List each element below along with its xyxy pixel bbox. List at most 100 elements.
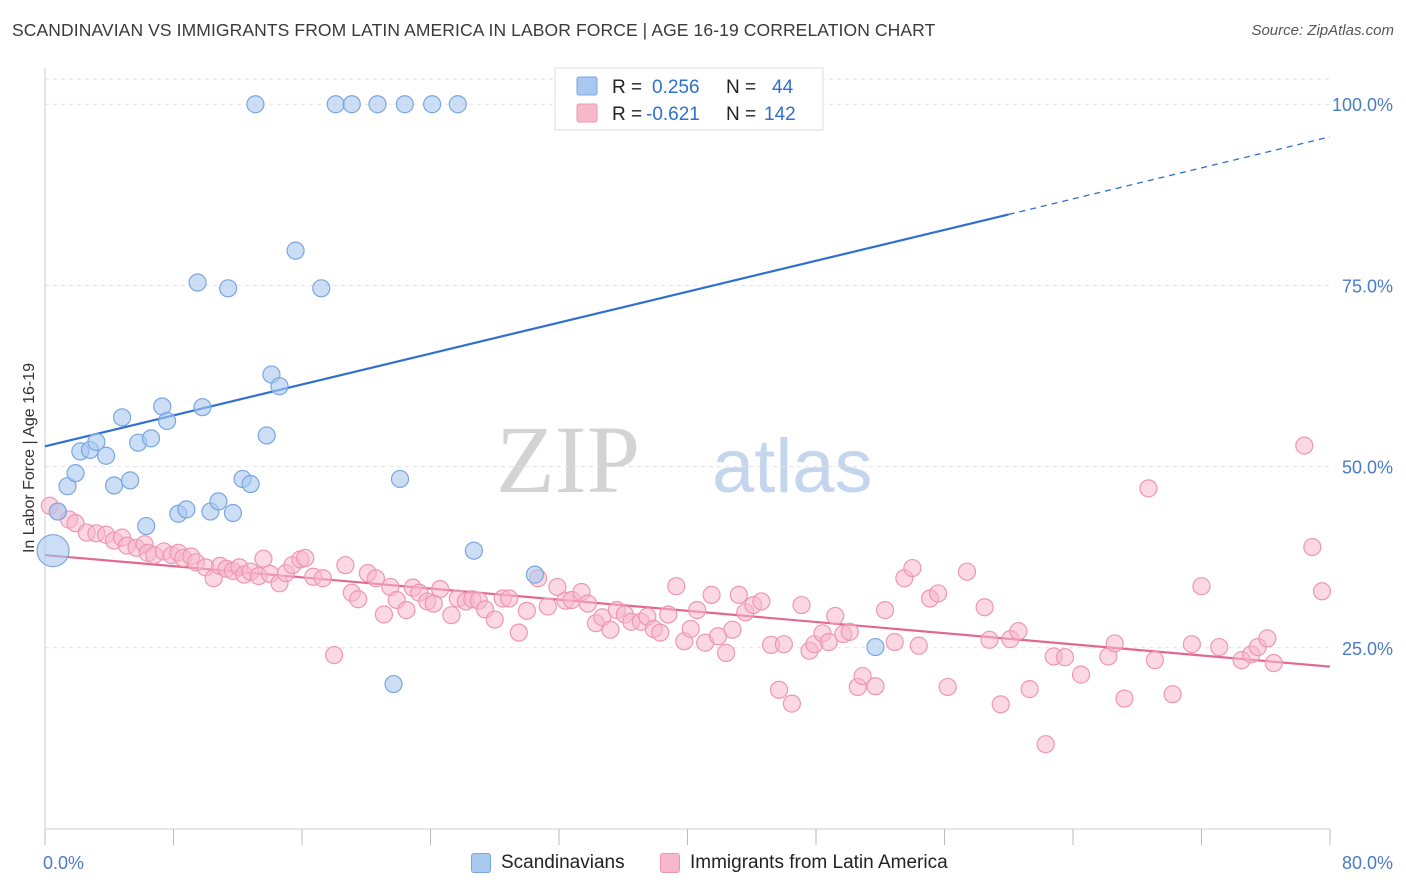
point-scandinavians-34 <box>368 95 387 114</box>
point-latin-america-103 <box>819 632 838 652</box>
point-latin-america-145 <box>1312 582 1332 601</box>
point-scandinavians-33 <box>342 95 361 114</box>
point-latin-america-37 <box>313 569 332 588</box>
point-scandinavians-29 <box>270 377 289 396</box>
point-latin-america-114 <box>909 636 928 655</box>
point-scandinavians-41 <box>525 565 545 584</box>
legend-item-scandinavians: Scandinavians <box>471 852 625 874</box>
point-latin-america-120 <box>980 630 999 649</box>
point-scandinavians-19 <box>193 398 212 417</box>
legend-n-label-1: N = <box>726 77 756 98</box>
legend-item-latin-america: Immigrants from Latin America <box>660 852 948 874</box>
point-latin-america-85 <box>688 601 707 620</box>
point-latin-america-113 <box>903 558 922 578</box>
legend-n-value-1: 44 <box>772 77 794 98</box>
legend-top: R = 0.256 N = 44 R = -0.621 N = 142 <box>554 67 824 131</box>
point-latin-america-39 <box>336 556 355 575</box>
point-scandinavians-10 <box>121 471 140 490</box>
point-scandinavians-0 <box>36 534 70 568</box>
point-latin-america-132 <box>1139 479 1158 498</box>
legend-r-label-1: R = <box>612 77 642 98</box>
trend-lines <box>44 136 1331 668</box>
point-latin-america-125 <box>1036 735 1055 754</box>
point-latin-america-143 <box>1295 436 1314 455</box>
point-latin-america-65 <box>538 597 557 616</box>
point-latin-america-90 <box>723 620 742 639</box>
point-scandinavians-2 <box>58 477 77 496</box>
point-scandinavians-13 <box>141 429 161 448</box>
point-scandinavians-37 <box>395 95 414 114</box>
point-latin-america-133 <box>1145 651 1165 670</box>
point-latin-america-144 <box>1303 537 1322 557</box>
point-latin-america-106 <box>840 622 859 641</box>
point-latin-america-63 <box>517 601 536 620</box>
point-latin-america-135 <box>1182 635 1201 654</box>
y-tick-label-1: 50.0% <box>1342 458 1393 478</box>
point-latin-america-91 <box>729 585 749 605</box>
point-latin-america-127 <box>1055 648 1075 667</box>
legend-label-latin-america: Immigrants from Latin America <box>690 852 948 873</box>
point-scandinavians-7 <box>96 446 116 465</box>
point-latin-america-108 <box>853 666 872 686</box>
source-credit: Source: ZipAtlas.com <box>1251 22 1394 39</box>
point-latin-america-116 <box>928 584 948 603</box>
point-latin-america-128 <box>1071 665 1091 684</box>
watermark-zip: ZIP <box>496 406 640 513</box>
point-latin-america-136 <box>1192 577 1211 596</box>
y-axis-label: In Labor Force | Age 16-19 <box>21 363 38 553</box>
point-scandinavians-35 <box>384 674 403 694</box>
point-latin-america-124 <box>1020 680 1039 699</box>
point-latin-america-109 <box>866 677 885 696</box>
x-tick-label-0: 0.0% <box>43 853 84 873</box>
point-latin-america-111 <box>885 632 904 652</box>
point-scandinavians-23 <box>223 503 243 523</box>
point-latin-america-41 <box>349 590 368 609</box>
point-latin-america-62 <box>509 623 528 642</box>
point-latin-america-84 <box>681 619 700 639</box>
point-latin-america-142 <box>1264 653 1283 673</box>
point-scandinavians-36 <box>390 469 410 489</box>
point-latin-america-98 <box>782 694 802 713</box>
legend-swatch-pink <box>576 103 598 123</box>
point-latin-america-53 <box>442 606 461 625</box>
y-tick-label-2: 75.0% <box>1342 276 1393 296</box>
point-scandinavians-26 <box>246 95 265 114</box>
y-tick-label-0: 25.0% <box>1342 639 1393 659</box>
point-latin-america-123 <box>1009 622 1028 641</box>
point-latin-america-118 <box>957 562 977 581</box>
point-scandinavians-9 <box>112 408 132 427</box>
point-latin-america-104 <box>826 606 845 626</box>
point-latin-america-35 <box>296 548 315 568</box>
point-latin-america-80 <box>651 623 670 642</box>
point-latin-america-96 <box>769 680 789 699</box>
point-latin-america-61 <box>500 589 519 608</box>
point-latin-america-82 <box>667 577 686 596</box>
point-scandinavians-18 <box>188 273 207 292</box>
axes <box>44 68 1331 845</box>
point-scandinavians-31 <box>312 279 331 298</box>
point-latin-america-110 <box>875 601 895 620</box>
legend-swatch-latin-america <box>660 853 680 873</box>
point-scandinavians-39 <box>448 95 467 114</box>
point-latin-america-66 <box>548 577 567 597</box>
point-scandinavians-3 <box>66 464 85 483</box>
legend-n-value-2: 142 <box>764 104 796 125</box>
tick-labels: 25.0% 50.0% 75.0% 100.0% 0.0% 80.0% <box>43 95 1393 873</box>
point-scandinavians-30 <box>286 241 305 260</box>
point-latin-america-81 <box>659 605 678 624</box>
point-scandinavians-25 <box>241 474 260 494</box>
point-scandinavians-12 <box>137 516 156 536</box>
point-latin-america-47 <box>397 601 416 620</box>
x-tick-label-1: 80.0% <box>1342 853 1393 873</box>
point-scandinavians-40 <box>464 541 483 560</box>
point-latin-america-131 <box>1115 689 1134 708</box>
point-scandinavians-6 <box>87 432 106 452</box>
point-latin-america-97 <box>774 635 793 654</box>
point-latin-america-134 <box>1163 685 1182 704</box>
y-tick-label-3: 100.0% <box>1332 95 1393 115</box>
point-latin-america-94 <box>752 592 771 611</box>
point-latin-america-59 <box>485 610 504 629</box>
point-latin-america-117 <box>938 677 957 697</box>
point-latin-america-137 <box>1210 637 1229 657</box>
point-latin-america-99 <box>792 595 811 615</box>
